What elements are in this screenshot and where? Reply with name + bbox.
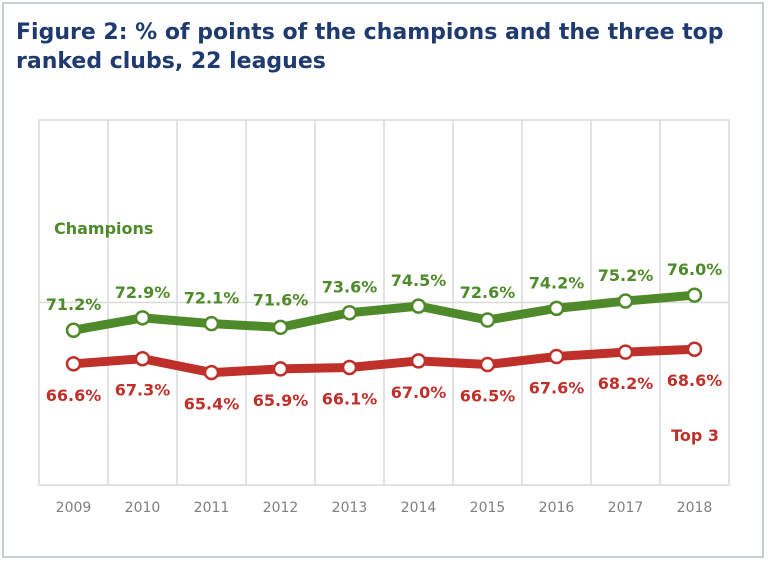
series-layer: 71.2% 72.9% 72.1% 71.6% 73.6% 74.5% 72.6% 74.2%… xyxy=(46,260,723,413)
data-point xyxy=(617,293,634,309)
data-label: 68.6% xyxy=(667,371,723,390)
data-label: 72.1% xyxy=(184,289,240,308)
data-point xyxy=(410,298,427,314)
x-tick-label: 2012 xyxy=(263,500,299,516)
data-label: 72.9% xyxy=(115,283,171,302)
data-point xyxy=(272,319,289,336)
data-label: 67.6% xyxy=(529,379,585,398)
series-label-champions: Champions xyxy=(54,219,153,238)
data-point xyxy=(410,353,427,369)
x-tick-label: 2016 xyxy=(539,500,575,516)
data-point xyxy=(341,359,358,376)
figure-frame xyxy=(2,2,764,558)
data-point xyxy=(203,315,220,332)
data-point xyxy=(341,304,358,321)
data-label: 65.4% xyxy=(184,395,240,414)
data-point xyxy=(548,348,565,365)
data-label: 74.5% xyxy=(391,271,447,290)
x-tick-label: 2015 xyxy=(470,500,506,516)
data-label: 72.6% xyxy=(460,283,516,302)
data-point xyxy=(617,344,634,360)
data-point xyxy=(479,356,496,373)
x-tick-label: 2011 xyxy=(194,500,230,516)
series-champions: 71.2% 72.9% 72.1% 71.6% 73.6% 74.5% 72.6% 74.2%… xyxy=(46,260,723,338)
data-point xyxy=(134,310,151,326)
series-top-3: 66.6% 67.3% 65.4% 65.9% 66.1% 67.0% 66.5% 67.6%… xyxy=(46,341,723,414)
data-label: 73.6% xyxy=(322,278,378,297)
data-point xyxy=(65,356,82,372)
data-label: 68.2% xyxy=(598,374,654,393)
x-tick-label: 2013 xyxy=(332,500,368,516)
data-label: 65.9% xyxy=(253,391,309,410)
data-point xyxy=(203,364,220,381)
data-label: 66.6% xyxy=(46,386,102,405)
chart-title: Figure 2: % of points of the champions a… xyxy=(16,20,724,74)
data-label: 74.2% xyxy=(529,273,585,292)
x-tick-label: 2018 xyxy=(677,500,713,516)
series-line xyxy=(69,290,699,335)
data-point xyxy=(548,300,565,317)
data-label: 71.2% xyxy=(46,295,102,314)
data-label: 76.0% xyxy=(667,260,723,279)
data-point xyxy=(686,341,703,357)
data-point xyxy=(134,350,151,367)
x-tick-label: 2010 xyxy=(125,500,161,516)
x-tick-label: 2009 xyxy=(56,500,92,516)
x-axis-ticks: 2009 2010 2011 2012 2013 2014 2015 2016 2017 2018 xyxy=(56,500,713,516)
data-point xyxy=(65,322,82,338)
series-label-top-3: Top 3 xyxy=(671,426,719,445)
data-label: 66.1% xyxy=(322,389,378,408)
x-tick-label: 2017 xyxy=(608,500,644,516)
data-label: 66.5% xyxy=(460,387,516,406)
x-tick-label: 2014 xyxy=(401,500,437,516)
data-label: 71.6% xyxy=(253,290,309,309)
data-point xyxy=(686,287,703,303)
data-label: 67.0% xyxy=(391,383,447,402)
data-label: 75.2% xyxy=(598,266,654,285)
series-line xyxy=(69,344,699,378)
data-label: 67.3% xyxy=(115,381,171,400)
data-point xyxy=(479,312,496,328)
data-point xyxy=(272,361,289,377)
